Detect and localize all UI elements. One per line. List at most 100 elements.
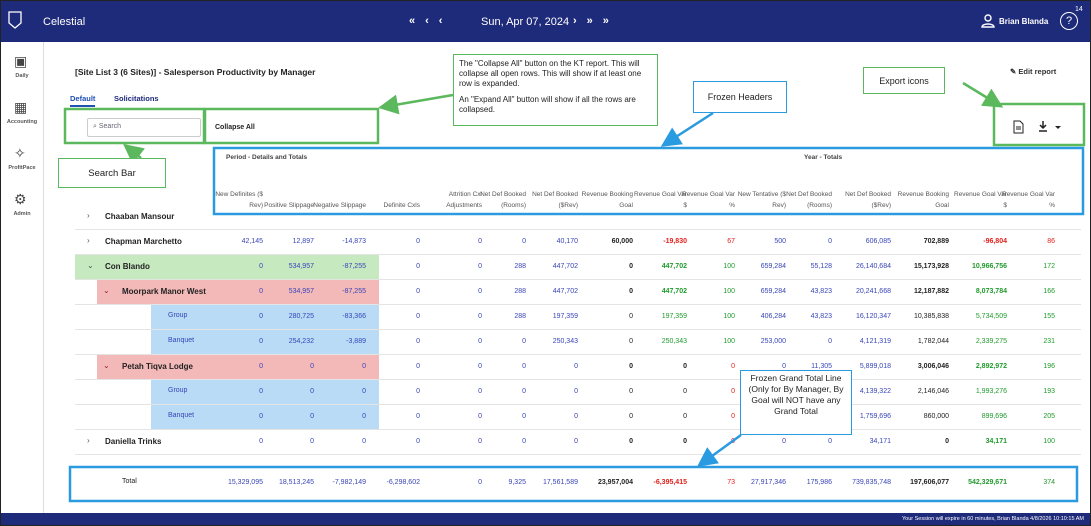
expander[interactable]: › (87, 436, 90, 445)
cell: 0 (683, 413, 687, 420)
cell: 197,359 (661, 313, 687, 320)
cell: 250,343 (661, 338, 687, 345)
cell: 542,329,671 (968, 479, 1007, 486)
callout: Search Bar (58, 158, 166, 188)
cell: -14,873 (342, 238, 366, 245)
cell: 8,073,784 (975, 288, 1007, 295)
nav-prev[interactable]: «‹‹ (409, 15, 453, 27)
cell: 0 (522, 363, 526, 370)
cell: 0 (362, 413, 366, 420)
cell: 205 (1043, 413, 1055, 420)
cell: 40,170 (556, 238, 578, 245)
total-row (71, 468, 1077, 501)
cell: 0 (629, 263, 633, 270)
cell: 0 (259, 288, 263, 295)
user-icon (981, 14, 995, 28)
callout-text: An "Expand All" button will show if all … (459, 95, 636, 114)
nav-label[interactable]: Admin (13, 211, 31, 217)
expander[interactable]: ⌄ (103, 361, 110, 370)
column-header: Negative Slippage (313, 202, 366, 209)
cell: 374 (1043, 479, 1055, 486)
cell: 0 (259, 413, 263, 420)
cell: 0 (629, 338, 633, 345)
cell: 100 (723, 313, 735, 320)
cell: 0 (629, 313, 633, 320)
row-name: Petah Tiqva Lodge (122, 362, 193, 371)
search-box[interactable] (87, 118, 201, 137)
cell: 55,128 (810, 263, 832, 270)
cell: 100 (1043, 438, 1055, 445)
help-button[interactable]: ? (1060, 12, 1078, 30)
cell: 231 (1043, 338, 1055, 345)
callout: The "Collapse All" button on the KT repo… (453, 54, 658, 126)
cell: 11,305 (811, 363, 832, 370)
cell: 0 (478, 313, 482, 320)
row-line (75, 304, 1081, 305)
cell: 0 (416, 363, 420, 370)
callout: Export icons (863, 67, 945, 94)
nav-label[interactable]: Daily (15, 73, 29, 79)
nav-icon[interactable]: ✧ (14, 145, 26, 161)
column-header: Definite Cxls (383, 202, 420, 209)
cell: -19,830 (663, 238, 687, 245)
cell: 0 (828, 338, 832, 345)
nav-next[interactable]: ›»» (573, 15, 619, 27)
cell: 0 (522, 338, 526, 345)
app-name: Celestial (43, 16, 86, 28)
cell: 0 (416, 413, 420, 420)
nav-label[interactable]: ProfitPace (8, 165, 36, 171)
cell: 12,897 (292, 238, 314, 245)
tab[interactable]: Solicitations (114, 94, 159, 103)
expander[interactable]: › (87, 211, 90, 220)
cell: 0 (522, 438, 526, 445)
expander[interactable]: ⌄ (87, 261, 94, 270)
cell: 4,139,322 (859, 388, 891, 395)
expander[interactable]: › (87, 236, 90, 245)
cell: 288 (514, 288, 526, 295)
nav-icon[interactable]: ▣ (14, 53, 28, 69)
user-name[interactable]: Brian Blanda (999, 17, 1049, 26)
nav-icon[interactable]: ▦ (14, 99, 28, 115)
cell: 0 (782, 438, 786, 445)
cell: 0 (629, 388, 633, 395)
badge: 14 (1075, 6, 1083, 13)
cell: 0 (522, 388, 526, 395)
cell: 0 (310, 388, 314, 395)
export-icons[interactable] (1011, 119, 1063, 135)
cell: 447,702 (661, 288, 687, 295)
column-header: Revenue Booking Goal (581, 191, 633, 209)
row-line (75, 454, 1081, 455)
cell: -96,804 (983, 238, 1007, 245)
cell: 0 (574, 388, 578, 395)
cell: 34,171 (869, 438, 891, 445)
column-header: Revenue Goal Var $ (634, 191, 687, 209)
column-header: New Definites ($ Rev) (215, 191, 263, 209)
cell: 23,957,004 (597, 479, 633, 486)
cell: 0 (574, 363, 578, 370)
expander[interactable]: ⌄ (103, 286, 110, 295)
cell: 0 (574, 438, 578, 445)
column-header: Revenue Goal Var % (1002, 191, 1055, 209)
cell: 27,917,346 (750, 479, 786, 486)
column-header: New Tentative ($ Rev) (737, 191, 786, 209)
nav-label[interactable]: Accounting (6, 119, 38, 125)
nav-icon[interactable]: ⚙ (14, 191, 27, 207)
cell: 0 (478, 388, 482, 395)
date[interactable]: Sun, Apr 07, 2024 (481, 16, 570, 28)
cell: 899,696 (981, 413, 1007, 420)
cell: 73 (727, 479, 735, 486)
collapse-all[interactable]: Collapse All (215, 124, 255, 131)
edit-report[interactable]: ✎ Edit report (1010, 67, 1057, 76)
cell: 20,241,668 (855, 288, 891, 295)
cell: 0 (574, 413, 578, 420)
cell: 0 (478, 338, 482, 345)
sidebar (1, 42, 44, 514)
segment-name: Banquet (168, 337, 195, 344)
search-text: Search (98, 123, 122, 130)
cell: 2,339,275 (975, 338, 1007, 345)
cell: 0 (478, 438, 482, 445)
cell: 16,120,347 (855, 313, 891, 320)
cell: 175,986 (806, 479, 832, 486)
tab[interactable]: Default (70, 94, 96, 107)
